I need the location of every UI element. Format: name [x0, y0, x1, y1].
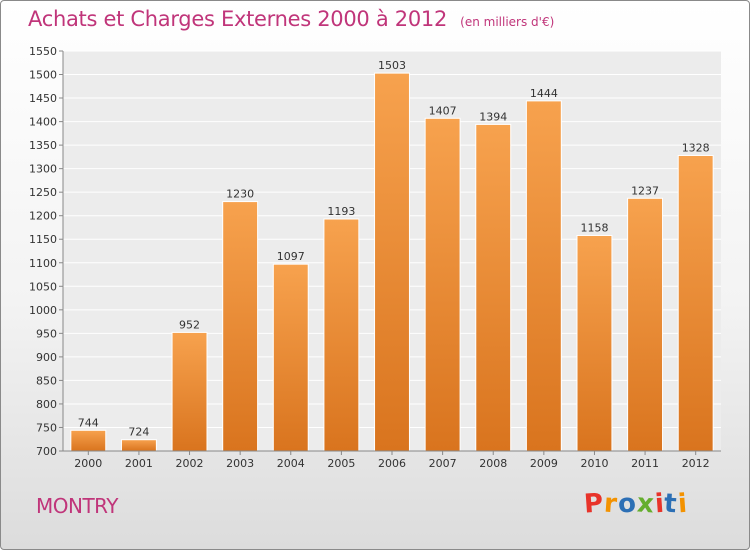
- y-tick-label: 750: [36, 421, 57, 434]
- data-label-2008: 1394: [479, 110, 507, 123]
- logo-letter: x: [635, 488, 656, 520]
- title-row: Achats et Charges Externes 2000 à 2012 (…: [28, 7, 554, 31]
- data-label-2005: 1193: [327, 205, 355, 218]
- bar-2009: [525, 100, 562, 452]
- data-label-2006: 1503: [378, 59, 406, 72]
- x-tick-label: 2004: [277, 457, 305, 470]
- bars: 744 724 952 1230 1097 1193 1503 1407 1394 1444 115…: [70, 59, 714, 452]
- y-tick-label: 1450: [29, 92, 57, 105]
- data-label-2007: 1407: [429, 104, 457, 117]
- x-tick-label: 2009: [530, 457, 558, 470]
- chart-subtitle: (en milliers d'€): [460, 15, 555, 29]
- bar-2005: [323, 218, 360, 452]
- logo-letter: i: [676, 488, 689, 520]
- x-tick-label: 2006: [378, 457, 406, 470]
- x-tick-label: 2010: [580, 457, 608, 470]
- data-label-2003: 1230: [226, 188, 254, 201]
- x-tick-label: 2002: [176, 457, 204, 470]
- y-tick-label: 1250: [29, 186, 57, 199]
- bar-2001: [120, 439, 157, 452]
- y-tick-label: 1500: [29, 69, 57, 82]
- y-tick-label: 850: [36, 374, 57, 387]
- x-axis: 2000 2001 2002 2003 2004 2005 2006 2007 2008 2009…: [63, 450, 721, 470]
- logo-letter: P: [582, 488, 606, 520]
- bar-2007: [424, 117, 461, 452]
- chart-title: Achats et Charges Externes 2000 à 2012: [28, 7, 448, 31]
- x-tick-label: 2005: [327, 457, 355, 470]
- x-tick-label: 2008: [479, 457, 507, 470]
- bar-2003: [222, 201, 259, 452]
- y-tick-label: 1300: [29, 163, 57, 176]
- x-tick-label: 2003: [226, 457, 254, 470]
- y-tick-label: 1050: [29, 280, 57, 293]
- y-tick-label: 1150: [29, 233, 57, 246]
- y-tick-label: 700: [36, 445, 57, 458]
- data-label-2009: 1444: [530, 87, 558, 100]
- bar-2008: [475, 123, 512, 452]
- bar-2011: [627, 197, 664, 452]
- x-tick-label: 2011: [631, 457, 659, 470]
- city-name: MONTRY: [36, 494, 119, 518]
- data-label-2001: 724: [128, 426, 149, 439]
- y-tick-label: 900: [36, 351, 57, 364]
- bar-2006: [374, 72, 410, 452]
- y-tick-label: 1400: [29, 116, 57, 129]
- y-tick-label: 1200: [29, 210, 57, 223]
- y-axis: 700 750 800 850 900 950 1000 1050 1100 1150 1200 12…: [29, 45, 64, 458]
- bar-2012: [677, 154, 714, 452]
- y-tick-label: 1350: [29, 139, 57, 152]
- bar-2002: [171, 331, 208, 452]
- proxiti-logo: Proxiti: [582, 488, 689, 520]
- x-tick-label: 2007: [429, 457, 457, 470]
- y-tick-label: 1550: [29, 45, 57, 58]
- y-tick-label: 1000: [29, 304, 57, 317]
- logo-letter: o: [616, 488, 638, 520]
- y-tick-label: 800: [36, 398, 57, 411]
- data-label-2002: 952: [179, 318, 200, 331]
- data-label-2012: 1328: [682, 141, 710, 154]
- bar-2004: [272, 263, 309, 452]
- x-tick-label: 2000: [74, 457, 102, 470]
- y-tick-label: 950: [36, 327, 57, 340]
- bar-2010: [576, 234, 613, 452]
- data-label-2004: 1097: [277, 250, 305, 263]
- y-tick-label: 1100: [29, 257, 57, 270]
- bar-2000: [70, 429, 107, 452]
- x-tick-label: 2012: [682, 457, 710, 470]
- data-label-2010: 1158: [580, 221, 608, 234]
- data-label-2000: 744: [78, 416, 99, 429]
- data-label-2011: 1237: [631, 184, 659, 197]
- x-tick-label: 2001: [125, 457, 153, 470]
